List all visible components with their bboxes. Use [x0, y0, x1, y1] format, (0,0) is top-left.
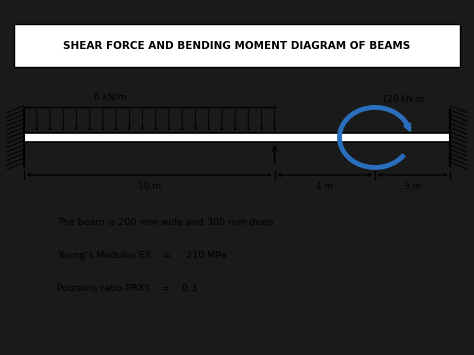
Text: 120 kN-m: 120 kN-m	[382, 95, 424, 104]
Text: 6 kN/m: 6 kN/m	[94, 93, 127, 102]
Text: 3 m: 3 m	[404, 182, 421, 191]
Text: 10 m: 10 m	[137, 182, 161, 191]
Text: Poissons ratio PRXY    =    0.3: Poissons ratio PRXY = 0.3	[57, 284, 197, 293]
Bar	[14, 24, 460, 67]
Text: SHEAR FORCE AND BENDING MOMENT DIAGRAM OF BEAMS: SHEAR FORCE AND BENDING MOMENT DIAGRAM O…	[64, 41, 410, 51]
Text: The beam is 200 mm wide and 300 mm deep: The beam is 200 mm wide and 300 mm deep	[57, 218, 273, 226]
Text: 4 m: 4 m	[316, 182, 333, 191]
Text: Young’s Modulus EX    =     210 MPa: Young’s Modulus EX = 210 MPa	[57, 251, 227, 260]
Bar	[24, 133, 450, 142]
